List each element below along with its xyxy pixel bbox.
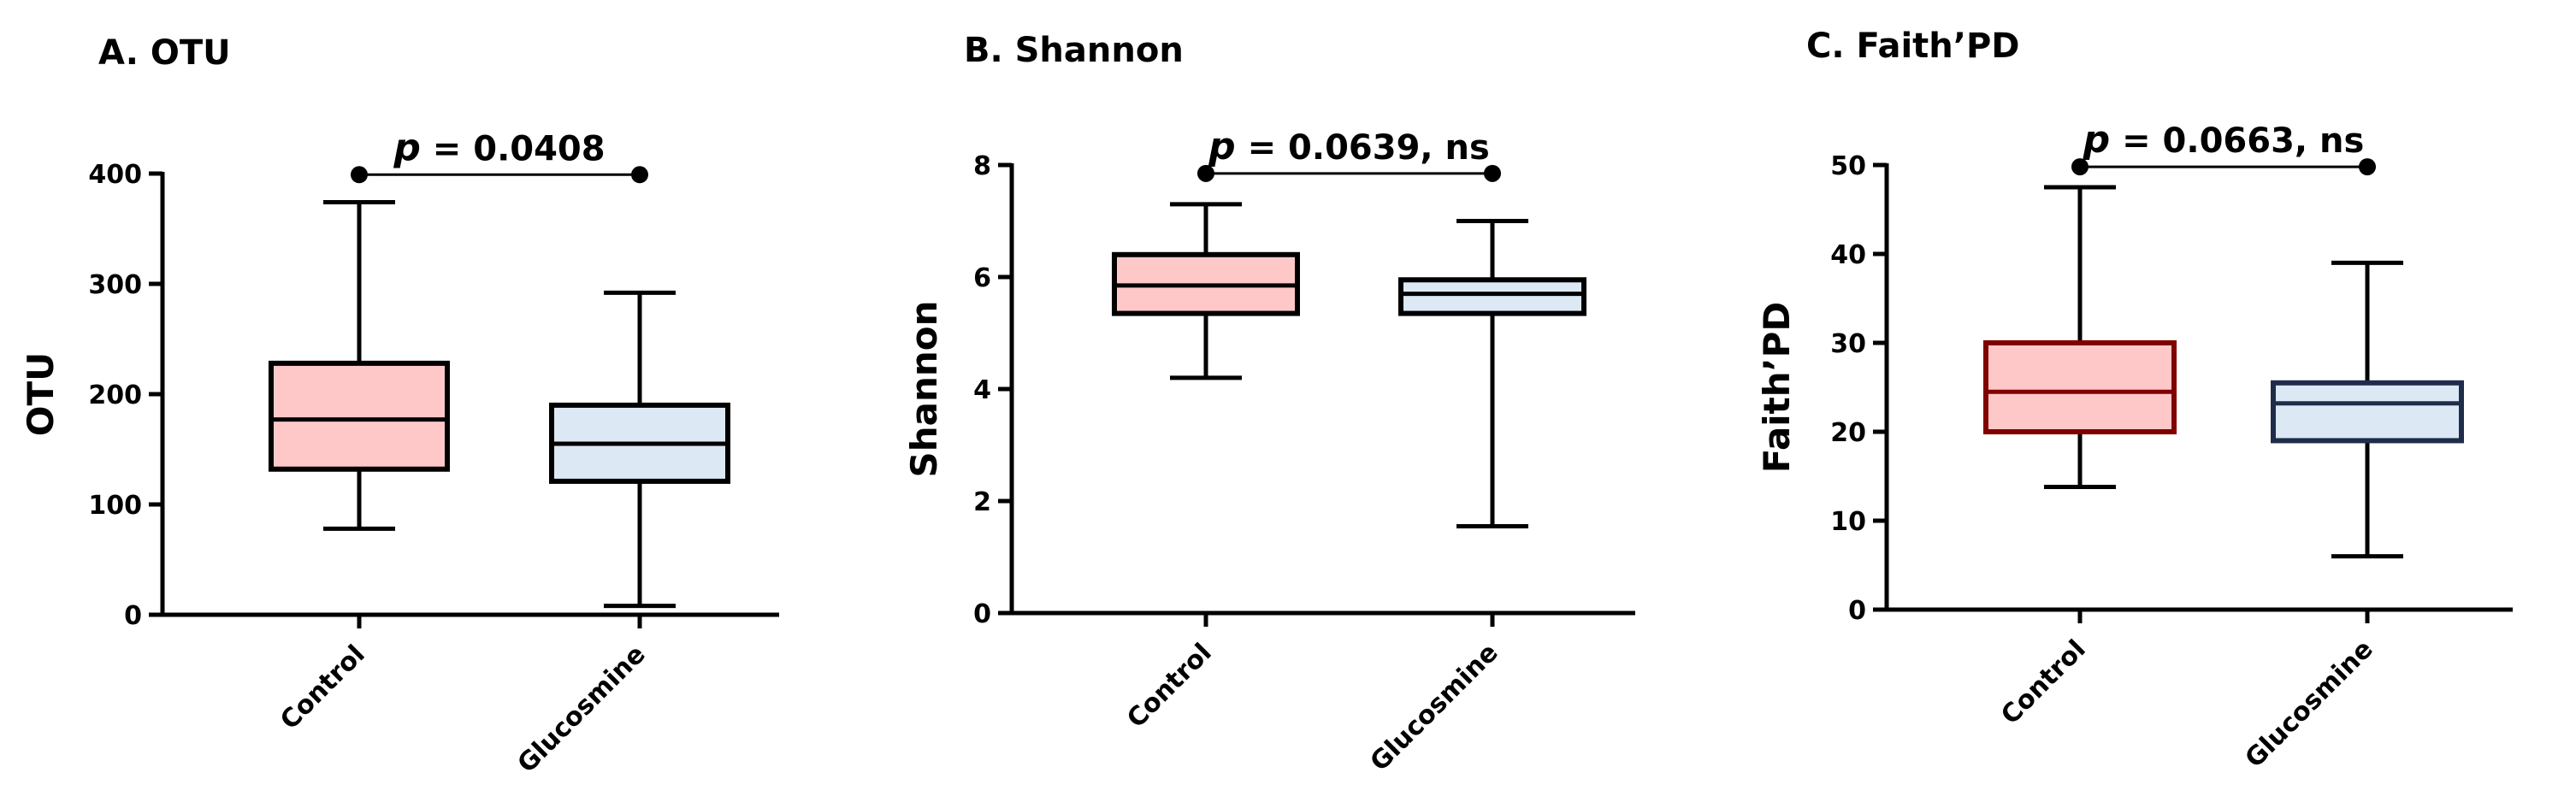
iqr-box [1398, 277, 1586, 316]
x-category-label: Control [275, 640, 370, 735]
panel-title: A. OTU [98, 33, 231, 73]
y-tick-label: 20 [1830, 418, 1866, 448]
comparison-dot [1484, 164, 1501, 182]
iqr-box [2271, 380, 2464, 444]
y-tick-label: 0 [124, 601, 142, 631]
y-tick-label: 8 [973, 151, 991, 181]
box-glucosmine [549, 290, 730, 609]
y-tick-label: 300 [88, 270, 142, 300]
comparison-dot [2359, 158, 2376, 176]
panel-title: B. Shannon [964, 31, 1184, 70]
comparison-dot [631, 166, 648, 184]
panel-1: A. OTU OTU 0 100 200 300 400 Control Glucosmine p… [20, 33, 779, 779]
y-axis-label: Shannon [903, 300, 945, 477]
y-tick-label: 0 [1848, 596, 1866, 626]
x-category-label: Control [1995, 634, 2091, 730]
y-tick-label: 4 [973, 375, 991, 405]
comparison-dot [2071, 158, 2089, 176]
y-axis-label: OTU [20, 352, 62, 436]
y-tick-label: 0 [973, 599, 991, 629]
y-tick-label: 6 [973, 263, 991, 293]
y-tick-label: 40 [1830, 240, 1866, 270]
x-category-label: Glucosmine [1364, 638, 1504, 777]
y-tick-label: 50 [1830, 151, 1866, 181]
panel-2: B. Shannon Shannon 0 2 4 6 8 Control Glucosmine p… [903, 31, 1635, 777]
y-tick-label: 400 [88, 160, 142, 190]
p-symbol: p [393, 126, 421, 169]
iqr-box [269, 360, 450, 472]
p-value-text: = 0.0639, ns [1236, 128, 1490, 168]
y-tick-label: 2 [973, 487, 991, 517]
panel-3: C. Faith’PD Faith’PD 0 10 20 30 40 50 Control Glu… [1756, 27, 2513, 774]
x-category-label: Control [1121, 638, 1217, 734]
p-value-label: p = 0.0639, ns [1208, 125, 1490, 168]
y-tick-label: 30 [1830, 329, 1866, 359]
box-control [1983, 185, 2177, 489]
panel-title: C. Faith’PD [1806, 27, 2019, 66]
p-value-label: p = 0.0663, ns [2083, 118, 2365, 162]
comparison-dot [1197, 164, 1214, 182]
y-tick-label: 10 [1830, 507, 1866, 537]
p-value-text: = 0.0663, ns [2110, 121, 2364, 161]
box-control [1112, 202, 1300, 380]
y-tick-label: 100 [88, 491, 142, 521]
box-glucosmine [1398, 219, 1586, 528]
iqr-box [1983, 340, 2177, 434]
p-value-label: p = 0.0408 [393, 126, 605, 169]
x-category-label: Glucosmine [2239, 634, 2378, 774]
comparison-dot [351, 166, 368, 184]
box-glucosmine [2271, 260, 2464, 559]
y-axis-label: Faith’PD [1756, 302, 1798, 474]
box-control [269, 200, 450, 531]
p-value-text: = 0.0408 [421, 129, 606, 168]
p-symbol: p [2083, 118, 2111, 162]
x-category-label: Glucosmine [511, 640, 651, 779]
p-symbol: p [1208, 125, 1236, 168]
y-tick-label: 200 [88, 380, 142, 410]
